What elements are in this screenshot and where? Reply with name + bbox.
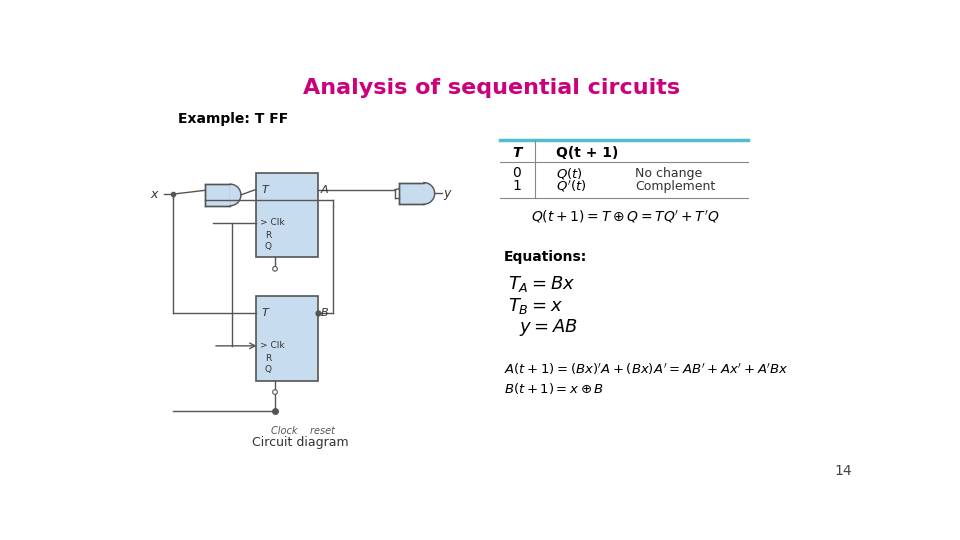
Bar: [399, 183, 423, 204]
Text: Circuit diagram: Circuit diagram: [252, 436, 348, 449]
Text: y: y: [444, 187, 450, 200]
Text: $Q(t + 1) = T \oplus Q = TQ' + T'Q$: $Q(t + 1) = T \oplus Q = TQ' + T'Q$: [531, 209, 720, 225]
Circle shape: [273, 390, 277, 394]
Text: $Q'(t)$: $Q'(t)$: [556, 179, 587, 194]
Text: Analysis of sequential circuits: Analysis of sequential circuits: [303, 78, 681, 98]
Polygon shape: [423, 183, 435, 204]
Polygon shape: [230, 184, 241, 206]
Text: R: R: [265, 231, 271, 240]
Text: 14: 14: [835, 464, 852, 478]
Circle shape: [273, 267, 277, 271]
Text: No change: No change: [636, 167, 703, 180]
Text: > Clk: > Clk: [259, 341, 284, 350]
Text: T: T: [262, 185, 269, 194]
Bar: [255, 296, 318, 381]
Text: A: A: [321, 185, 328, 194]
Text: 0: 0: [513, 166, 521, 180]
Text: 1: 1: [513, 179, 521, 193]
Text: T: T: [262, 308, 269, 318]
Text: $Q(t)$: $Q(t)$: [556, 166, 583, 181]
Bar: [255, 173, 318, 257]
Text: Q: Q: [265, 242, 272, 251]
Text: $T_A = Bx$: $T_A = Bx$: [508, 274, 575, 294]
Text: $y = AB$: $y = AB$: [519, 317, 578, 338]
Text: $B(t + 1) = x \oplus B$: $B(t + 1) = x \oplus B$: [504, 381, 604, 396]
Text: > Clk: > Clk: [259, 218, 284, 227]
Text: x: x: [151, 188, 158, 201]
Text: Clock    reset: Clock reset: [271, 426, 335, 436]
Bar: [205, 184, 230, 206]
Text: Equations:: Equations:: [504, 251, 587, 264]
Text: T: T: [512, 146, 521, 160]
Text: Example: T FF: Example: T FF: [179, 112, 288, 126]
Text: $T_B = x$: $T_B = x$: [508, 296, 563, 316]
Text: Complement: Complement: [636, 180, 715, 193]
Text: B: B: [321, 308, 328, 318]
Text: Q(t + 1): Q(t + 1): [556, 146, 618, 160]
Text: Q: Q: [265, 365, 272, 374]
Text: $A(t + 1) = (Bx)'A + (Bx)A' = AB' + Ax' + A'Bx$: $A(t + 1) = (Bx)'A + (Bx)A' = AB' + Ax' …: [504, 361, 788, 377]
Text: R: R: [265, 354, 271, 363]
